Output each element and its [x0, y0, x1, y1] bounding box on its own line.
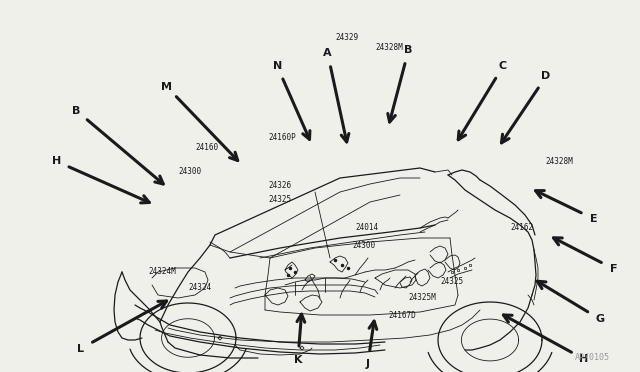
- Text: 24167D: 24167D: [388, 311, 416, 320]
- Text: N: N: [273, 61, 282, 71]
- Text: K: K: [294, 355, 302, 365]
- Text: 24325M: 24325M: [408, 294, 436, 302]
- Text: E: E: [590, 214, 598, 224]
- Text: J: J: [365, 359, 370, 369]
- Text: B: B: [404, 45, 413, 55]
- Text: D: D: [541, 71, 551, 81]
- Text: F: F: [610, 264, 618, 274]
- Text: H: H: [52, 156, 61, 166]
- Text: 24328M: 24328M: [375, 44, 403, 52]
- Text: 24325: 24325: [440, 278, 463, 286]
- Text: M: M: [161, 81, 172, 92]
- Text: 24325: 24325: [268, 196, 291, 205]
- Text: AP/0105: AP/0105: [575, 353, 610, 362]
- Text: G: G: [595, 314, 604, 324]
- Text: 24324M: 24324M: [148, 267, 176, 276]
- Text: L: L: [77, 344, 84, 354]
- Text: 24014: 24014: [355, 224, 378, 232]
- Text: H: H: [579, 354, 588, 364]
- Text: 24328M: 24328M: [545, 157, 573, 167]
- Text: A: A: [323, 48, 332, 58]
- Text: 24300: 24300: [352, 241, 375, 250]
- Text: 24160P: 24160P: [268, 134, 296, 142]
- Text: 24324: 24324: [188, 283, 211, 292]
- Text: 24162: 24162: [510, 224, 533, 232]
- Text: 24160: 24160: [195, 144, 218, 153]
- Text: 24329: 24329: [335, 33, 358, 42]
- Text: C: C: [499, 61, 507, 71]
- Text: B: B: [72, 106, 81, 116]
- Text: 24300: 24300: [178, 167, 201, 176]
- Text: 24326: 24326: [268, 180, 291, 189]
